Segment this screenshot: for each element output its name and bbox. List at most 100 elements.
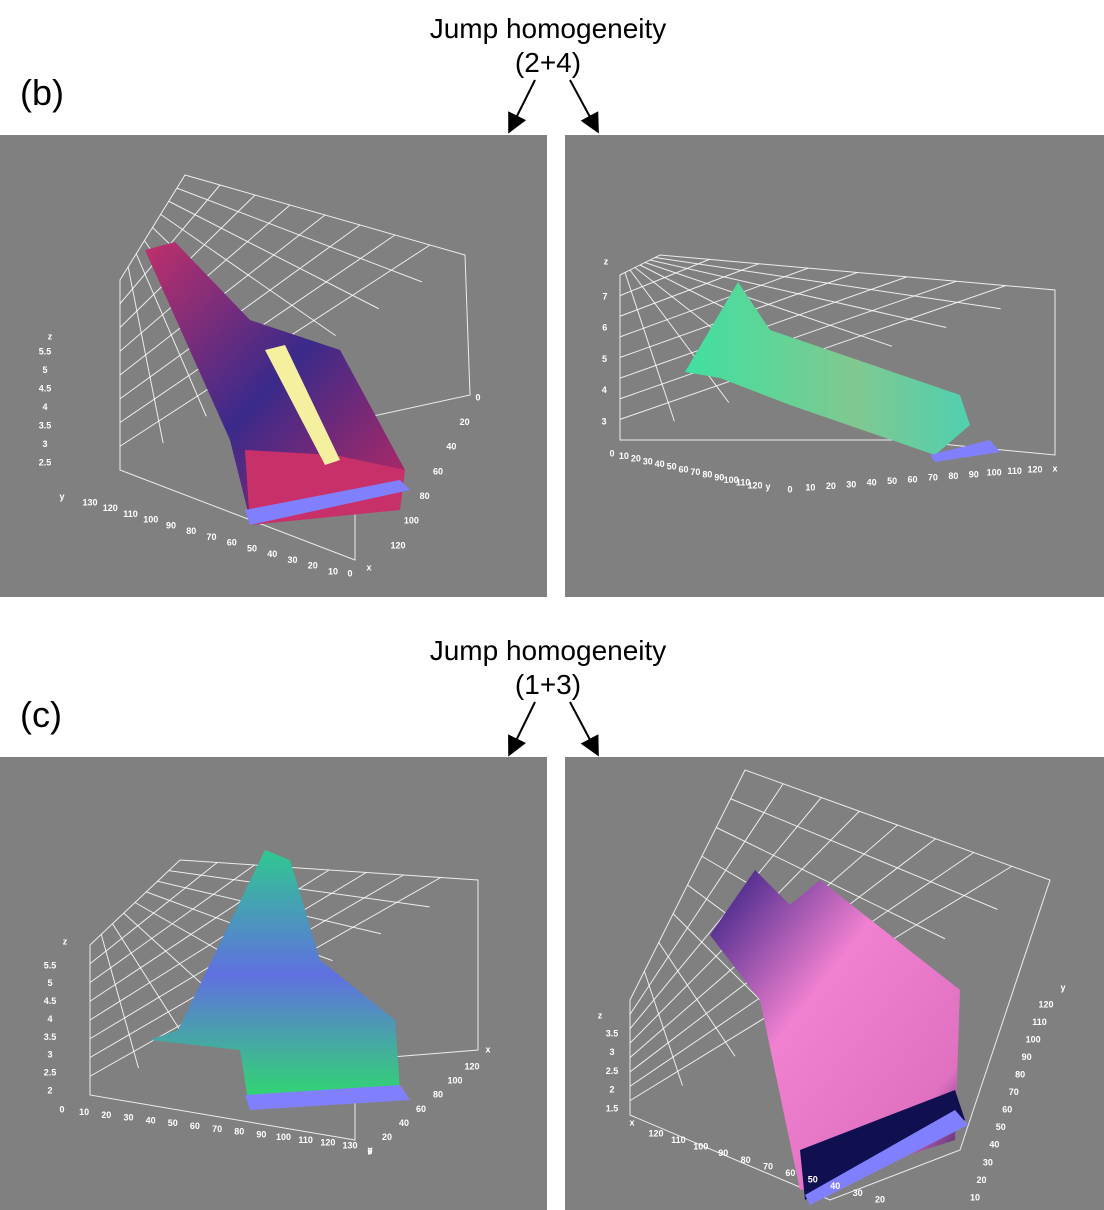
tick-label: 30 [846,479,856,489]
z-tick-label: 5 [602,354,607,364]
axis-name: y [765,481,770,491]
grid-line [176,187,423,283]
z-tick-label: 5.5 [39,346,52,356]
axis-name: x [485,1044,490,1054]
tick-label: 90 [166,520,176,530]
z-tick-label: 2.5 [39,457,52,467]
tick-label: 0 [609,448,614,458]
tick-label: 20 [976,1175,986,1185]
tick-label: 50 [887,476,897,486]
z-tick-label: 6 [602,323,607,333]
tick-label: 60 [678,464,688,474]
tick-label: 20 [382,1132,392,1142]
axis-name: y [1060,982,1065,992]
tick-label: 40 [446,442,456,452]
axis-name: z [604,256,609,266]
z-tick-label: 5.5 [44,960,57,970]
tick-label: 60 [907,474,917,484]
tick-label: 110 [1032,1017,1047,1027]
grid-line [168,870,430,908]
tick-label: 80 [1015,1070,1025,1080]
tick-label: 50 [667,462,677,472]
tick-label: 40 [399,1118,409,1128]
tick-label: 60 [785,1168,795,1178]
tick-label: 20 [101,1110,111,1120]
tick-label: 20 [875,1194,885,1204]
tick-label: 30 [983,1157,993,1167]
tick-label: 40 [146,1115,156,1125]
tick-label: 90 [256,1129,266,1139]
grid-line [716,827,946,940]
tick-label: 100 [276,1132,291,1142]
tick-label: 70 [763,1161,773,1171]
tick-label: 10 [805,483,815,493]
tick-label: 40 [267,549,277,559]
tick-label: 110 [298,1135,313,1145]
tick-label: 110 [123,509,138,519]
tick-label: 20 [460,417,470,427]
tick-label: 30 [287,555,297,565]
tick-label: 70 [690,467,700,477]
grid-line [649,259,947,328]
annotation: Jump homogeneity [430,635,667,666]
z-tick-label: 3.5 [606,1028,619,1038]
tick-label: 90 [714,472,724,482]
tick-label: 70 [1009,1087,1019,1097]
tick-label: 110 [736,478,751,488]
arrow [508,701,536,757]
z-tick-label: 3 [609,1047,614,1057]
z-tick-label: 3.5 [44,1032,57,1042]
z-tick-label: 3.5 [39,420,52,430]
tick-label: 50 [247,543,257,553]
tick-label: 90 [718,1148,728,1158]
z-tick-label: 4 [602,385,607,395]
tick-label: 50 [808,1175,818,1185]
tick-label: 100 [143,515,158,525]
z-tick-label: 2.5 [606,1066,619,1076]
tick-label: 50 [996,1122,1006,1132]
arrow [569,701,599,757]
annotation: (1+3) [515,669,581,700]
axis-name: z [48,331,53,341]
tick-label: 110 [1007,466,1022,476]
z-tick-label: 2 [609,1085,614,1095]
panel-label: (b) [20,72,64,113]
tick-label: 40 [830,1181,840,1191]
tick-label: 120 [648,1128,663,1138]
grid-line [168,200,379,310]
grid-box-outline [619,254,1056,456]
z-tick-label: 4.5 [44,996,57,1006]
tick-label: 30 [643,456,653,466]
tick-label: 70 [212,1124,222,1134]
tick-label: 60 [190,1121,200,1131]
tick-label: 30 [123,1113,133,1123]
annotation: (2+4) [515,47,581,78]
tick-label: 0 [787,484,792,494]
axis-name: y [367,1144,372,1154]
surface-base [245,480,410,525]
annotation: Jump homogeneity [430,13,667,44]
axis-name: x [366,562,371,572]
z-tick-label: 3 [42,439,47,449]
tick-label: 120 [320,1138,335,1148]
tick-label: 100 [404,516,419,526]
tick-label: 40 [655,459,665,469]
z-tick-label: 7 [602,291,607,301]
arrow [569,79,599,134]
grid-box-outline [629,769,1051,1201]
tick-label: 100 [724,475,739,485]
z-tick-label: 4 [47,1014,52,1024]
tick-label: 40 [867,478,877,488]
z-tick-label: 2.5 [44,1068,57,1078]
tick-label: 10 [619,451,629,461]
z-tick-label: 4.5 [39,383,52,393]
grid-line [730,798,998,910]
tick-label: 100 [693,1142,708,1152]
arrow [508,79,536,134]
surface [685,282,970,455]
tick-label: 120 [747,480,762,490]
tick-label: 20 [826,481,836,491]
tick-label: 0 [347,568,352,578]
z-tick-label: 3 [47,1050,52,1060]
axis-name: x [1052,463,1057,473]
